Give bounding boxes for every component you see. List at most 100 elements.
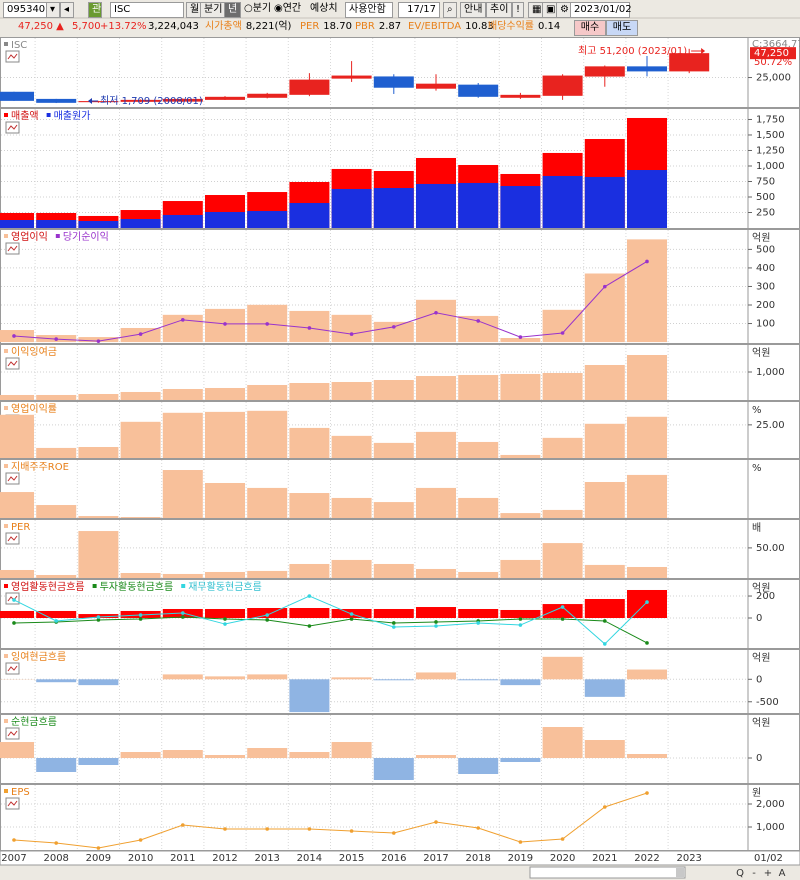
buy-button[interactable]: 매수 xyxy=(574,20,606,36)
x-tick-label: 2012 xyxy=(212,853,237,864)
point xyxy=(96,339,101,343)
bar xyxy=(627,474,667,518)
bar xyxy=(500,758,541,762)
point xyxy=(96,618,101,622)
bar xyxy=(584,598,625,619)
bar xyxy=(289,427,330,458)
name-input[interactable]: ISC xyxy=(110,2,184,18)
unit-label: 억원 xyxy=(752,717,770,729)
bar xyxy=(542,437,583,458)
scroll-thumb[interactable] xyxy=(676,868,684,877)
bar xyxy=(205,387,245,400)
bar xyxy=(416,487,456,518)
period-button-active[interactable]: 년 xyxy=(224,2,242,18)
search[interactable]: ⌕ xyxy=(443,2,457,18)
button[interactable]: 안내 xyxy=(460,2,487,18)
unit-label: 배 xyxy=(752,522,761,534)
point xyxy=(138,838,143,842)
x-tick-label: 2021 xyxy=(592,853,617,864)
bar xyxy=(542,309,583,343)
period-button[interactable]: 월 xyxy=(186,2,204,18)
button[interactable]: 추이 xyxy=(486,2,513,18)
bar xyxy=(373,563,414,578)
bar xyxy=(416,299,456,343)
legend-label: 매출원가 xyxy=(54,110,91,122)
panel-icon-line xyxy=(7,475,18,482)
bar xyxy=(36,394,77,400)
dropdown[interactable]: ▾ xyxy=(46,2,60,18)
x-tick-label: 2015 xyxy=(339,853,364,864)
bar xyxy=(120,752,161,758)
bar xyxy=(416,376,456,400)
legend-swatch xyxy=(4,406,8,410)
point xyxy=(476,826,481,830)
bar xyxy=(36,758,77,772)
bar xyxy=(500,454,541,458)
bar xyxy=(331,677,372,680)
panel-frame xyxy=(0,649,800,714)
y-tick-label: 1,750 xyxy=(756,114,785,125)
legend-swatch xyxy=(4,42,8,46)
bar xyxy=(373,502,414,518)
bar xyxy=(0,394,34,400)
bar xyxy=(162,470,203,518)
point xyxy=(349,612,354,616)
speaker[interactable]: ◂ xyxy=(60,2,74,18)
bar xyxy=(0,492,34,518)
y-tick-label: 50.00 xyxy=(756,543,785,554)
point xyxy=(603,284,607,289)
x-tick-label: 2023 xyxy=(676,853,701,864)
legend-swatch xyxy=(4,524,8,528)
sell-button[interactable]: 매도 xyxy=(606,20,638,36)
candle-body xyxy=(500,94,541,98)
date-input[interactable]: 2023/01/02 xyxy=(570,2,632,18)
bar xyxy=(36,505,77,518)
bar xyxy=(162,214,203,228)
bar xyxy=(162,674,203,680)
y-tick-label: 100 xyxy=(756,319,775,330)
scroll-button[interactable]: Q xyxy=(736,868,744,879)
bar xyxy=(289,563,330,578)
x-tick-label: 2020 xyxy=(550,853,575,864)
bar xyxy=(331,435,372,458)
bar xyxy=(36,610,77,619)
code-input[interactable]: 095340 xyxy=(3,2,47,18)
bar xyxy=(584,679,625,697)
scroll-button[interactable]: A xyxy=(779,868,786,879)
point xyxy=(265,618,270,622)
x-tick-label: 2019 xyxy=(508,853,533,864)
scroll-track[interactable] xyxy=(529,866,686,879)
estimate-label: 예상치 xyxy=(310,3,338,14)
radio[interactable]: ○분기 xyxy=(244,3,272,14)
bar xyxy=(627,416,667,458)
line xyxy=(13,595,648,645)
related-icon[interactable]: 관 xyxy=(88,2,102,18)
point xyxy=(54,337,58,341)
y-tick-label: 1,500 xyxy=(756,130,785,141)
y-tick-label: 750 xyxy=(756,176,775,187)
x-tick-label: 2009 xyxy=(86,853,111,864)
button[interactable]: ! xyxy=(512,2,525,18)
candle-body xyxy=(669,53,710,72)
annotation-arrowhead xyxy=(701,48,706,54)
bar xyxy=(458,182,499,228)
legend-swatch xyxy=(4,113,8,117)
period-button[interactable]: 분기 xyxy=(200,2,227,18)
point xyxy=(518,617,523,621)
right-label: C:3664.77 xyxy=(752,39,800,50)
panel-icon-line xyxy=(7,360,18,367)
radio[interactable]: ◉연간 xyxy=(274,3,302,14)
scroll-button[interactable]: - xyxy=(752,868,756,879)
estimate-select[interactable]: 사용안함 xyxy=(345,2,393,18)
legend-label: 잉여현금흐름 xyxy=(11,651,66,663)
x-tick-label: 2016 xyxy=(381,853,406,864)
unit-label: 억원 xyxy=(752,347,770,359)
candle-body xyxy=(0,91,34,101)
bar xyxy=(584,176,625,228)
bar xyxy=(36,679,77,683)
bar xyxy=(458,608,499,619)
point xyxy=(12,621,16,625)
bar xyxy=(247,384,288,400)
bar xyxy=(542,604,583,619)
scroll-button[interactable]: + xyxy=(764,868,772,879)
